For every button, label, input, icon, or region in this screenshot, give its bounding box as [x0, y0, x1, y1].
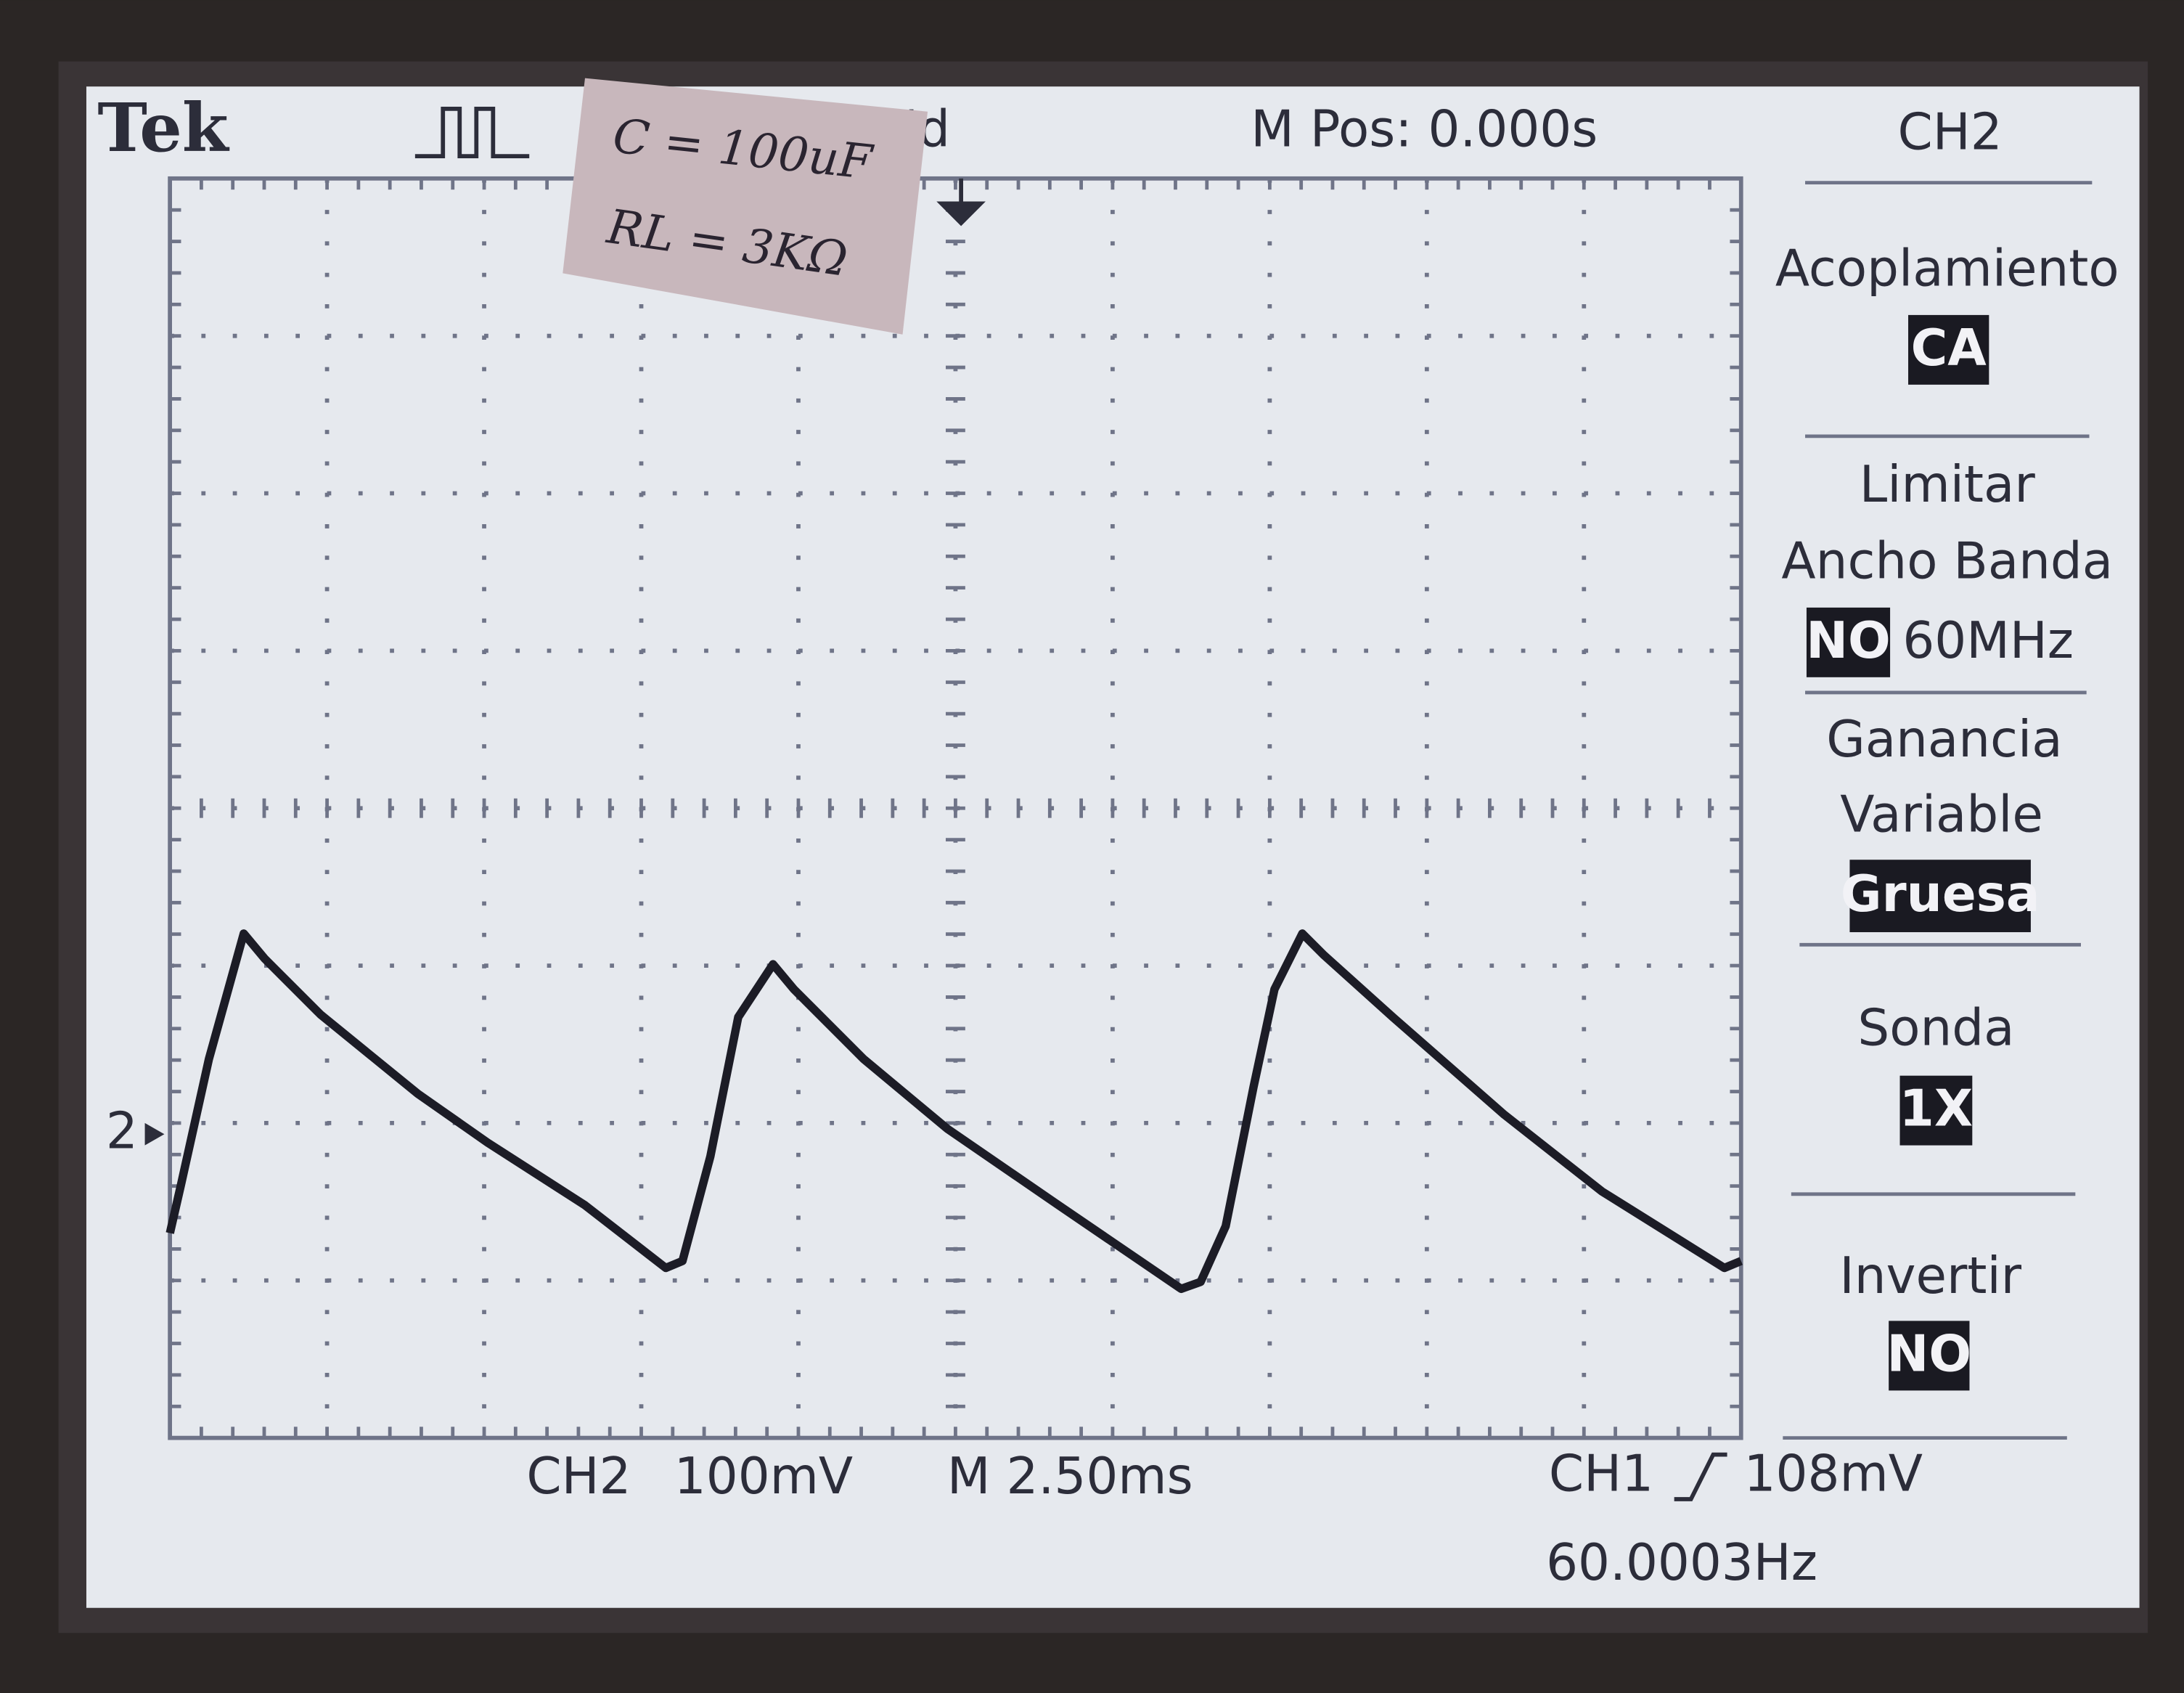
menu-value: NO: [1806, 612, 1891, 670]
trace-marker: 2: [106, 1102, 138, 1160]
menu-label: Variable: [1840, 786, 2043, 844]
menu-label: Invertir: [1839, 1247, 2021, 1305]
value-box: [1849, 860, 2031, 933]
menu-value: NO: [1887, 1325, 1972, 1383]
menu-label: Sonda: [1857, 999, 2014, 1057]
value-box: [1889, 1321, 1970, 1391]
menu-extra: 60MHz: [1902, 612, 2074, 670]
footer-frequency: 60.0003Hz: [1546, 1534, 1817, 1592]
value-box: [1899, 1075, 1973, 1146]
trace-marker-arrow: [144, 1122, 165, 1146]
menu-label: Limitar: [1860, 456, 2036, 514]
value-box: [1908, 314, 1989, 385]
position: M Pos: 0.000s: [1251, 101, 1598, 159]
trigger-icon: [414, 107, 530, 159]
menu-value: CA: [1911, 319, 1987, 378]
status-bar: CH2 100mV M 2.50ms CH1 108mV 60.0003Hz: [526, 1445, 1923, 1592]
menu-channel: CH2: [1898, 103, 2003, 161]
footer-channel: CH2: [526, 1448, 631, 1506]
brand: Tek: [97, 89, 230, 167]
trigger-position-marker: [936, 178, 986, 227]
handwritten-note: C = 100uF RL = 3KΩ: [563, 78, 928, 335]
trigger-slope: [1674, 1452, 1727, 1501]
footer-trigger-level: 108mV: [1744, 1445, 1923, 1503]
menu-value: 1X: [1899, 1080, 1973, 1138]
footer-timebase: M 2.50ms: [947, 1448, 1193, 1506]
menu-label: Acoplamiento: [1775, 240, 2119, 298]
menu-label: Ancho Banda: [1781, 532, 2113, 590]
waveform: [165, 929, 1743, 1294]
menu-label: Ganancia: [1826, 711, 2062, 769]
value-box: [1806, 607, 1891, 677]
note-paper: [563, 78, 928, 335]
side-menu: Acoplamiento CA Limitar Ancho Banda NO 6…: [1775, 181, 2119, 1440]
footer-scale: 100mV: [674, 1448, 853, 1506]
footer-trigger-source: CH1: [1549, 1445, 1653, 1503]
menu-value: Gruesa: [1841, 865, 2040, 923]
screen: [86, 86, 2140, 1608]
graticule-border: [168, 176, 1743, 1440]
